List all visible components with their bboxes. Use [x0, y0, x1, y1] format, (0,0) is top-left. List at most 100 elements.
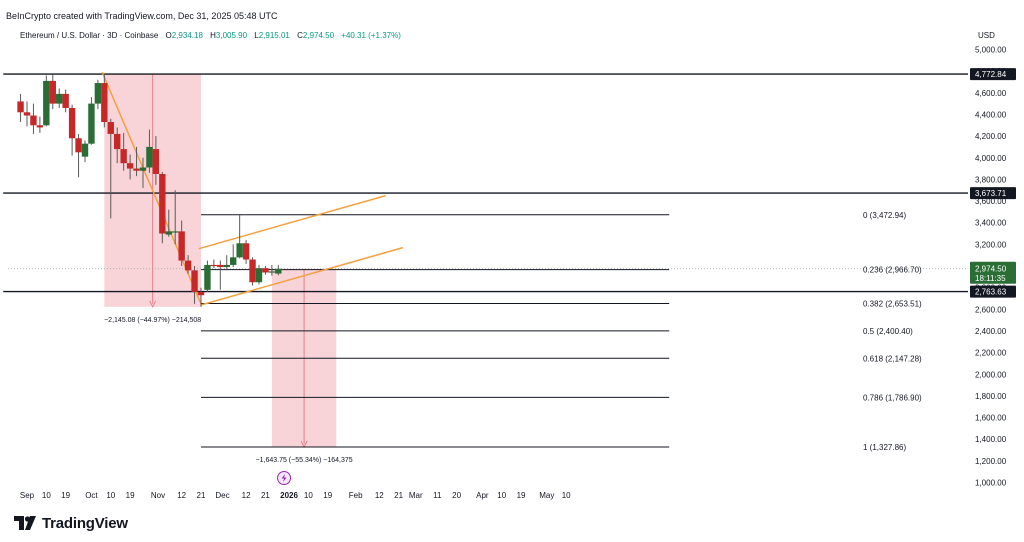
x-tick-label: Sep: [20, 491, 35, 500]
candle-body: [197, 291, 205, 296]
fib-level-label: 0.786 (1,786.90): [863, 393, 922, 402]
trend-line: [101, 71, 202, 305]
ohlc-close-value: 2,974.50: [302, 31, 335, 40]
y-tick-label: 2,400.00: [975, 327, 1007, 336]
y-tick-label: 1,200.00: [975, 457, 1007, 466]
x-tick-label: 10: [562, 491, 571, 500]
currency-label: USD: [978, 31, 995, 40]
x-tick-label: 19: [126, 491, 135, 500]
ohlc-low-key: L: [254, 31, 259, 40]
candle-body: [262, 268, 269, 273]
y-tick-label: 4,600.00: [975, 89, 1007, 98]
candle-body: [223, 264, 230, 268]
symbol-name[interactable]: Ethereum / U.S. Dollar · 3D · Coinbase: [20, 31, 159, 40]
candle-body: [159, 173, 166, 234]
level-price-tag: [970, 68, 1016, 81]
x-tick-label: 10: [106, 491, 115, 500]
x-tick-label: May: [539, 491, 554, 500]
measure-arrow-head: [149, 300, 157, 308]
fib-level-label: 0.382 (2,653.51): [863, 300, 922, 309]
fib-level-label: 0.5 (2,400.40): [863, 327, 913, 336]
ohlc-change-value: +40.31 (+1.37%): [341, 31, 401, 40]
candle-body: [107, 122, 114, 134]
candle-body: [133, 168, 140, 171]
y-tick-label: 1,800.00: [975, 392, 1007, 401]
candle-body: [23, 112, 31, 116]
x-tick-label: 19: [323, 491, 332, 500]
fib-level-label: 0.236 (2,966.70): [863, 266, 922, 275]
candle-body: [178, 231, 185, 261]
y-tick-label: 4,000.00: [975, 154, 1007, 163]
candle-body: [114, 133, 121, 150]
x-tick-label: 21: [394, 491, 403, 500]
y-tick-label: 1,000.00: [975, 479, 1007, 488]
x-tick-label: Mar: [409, 491, 423, 500]
x-tick-label: 12: [375, 491, 384, 500]
candle-body: [191, 270, 198, 292]
x-tick-label: 20: [452, 491, 461, 500]
candle-body: [255, 268, 263, 283]
x-tick-label: 10: [497, 491, 506, 500]
x-tick-label: 11: [433, 491, 442, 500]
x-tick-label: 21: [261, 491, 270, 500]
candle-body: [184, 260, 192, 271]
y-tick-label: 1,600.00: [975, 414, 1007, 423]
current-price-tag-label: 2,974.50: [975, 264, 1007, 273]
fib-level-label: 0.618 (2,147.28): [863, 354, 922, 363]
y-tick-label: 5,000.00: [975, 46, 1007, 55]
ohlc-close-key: C: [297, 31, 303, 40]
x-tick-label: 19: [517, 491, 526, 500]
x-tick-label: Oct: [85, 491, 98, 500]
ohlc-low-value: 2,915.01: [258, 31, 290, 40]
candle-body: [172, 231, 179, 233]
y-tick-label: 2,000.00: [975, 370, 1007, 379]
candle-body: [56, 93, 63, 104]
candle-body: [146, 146, 153, 168]
candle-body: [217, 264, 224, 268]
level-price-tag: [970, 187, 1016, 200]
y-tick-label: 3,600.00: [975, 197, 1007, 206]
y-tick-label: 3,200.00: [975, 240, 1007, 249]
fib-level-label: 0 (3,472.94): [863, 211, 906, 220]
x-tick-label: Dec: [215, 491, 229, 500]
symbol-legend: Ethereum / U.S. Dollar · 3D · Coinbase O…: [20, 31, 401, 40]
x-tick-label: 12: [177, 491, 186, 500]
current-price-tag: [970, 261, 1016, 284]
chart-header: BeInCrypto created with TradingView.com,…: [6, 0, 1016, 44]
x-tick-label: Nov: [151, 491, 165, 500]
candle-body: [81, 143, 89, 157]
x-tick-label: 2026: [280, 491, 298, 500]
x-tick-label: Apr: [476, 491, 489, 500]
ohlc-high-key: H: [210, 31, 216, 40]
candle-body: [242, 243, 250, 260]
y-tick-label: 3,400.00: [975, 219, 1007, 228]
measure-label: −1,643.75 (−55.34%) −164,375: [256, 457, 353, 464]
level-price-tag-label: 2,763.63: [975, 288, 1007, 297]
current-price-countdown: 18:11:35: [975, 274, 1006, 283]
x-tick-label: Feb: [349, 491, 363, 500]
tradingview-logo-icon: [14, 516, 36, 530]
candle-body: [49, 80, 56, 104]
y-tick-label: 1,400.00: [975, 435, 1007, 444]
candle-body: [249, 259, 256, 283]
candle-body: [75, 138, 82, 153]
candle-body: [275, 268, 282, 274]
candle-body: [204, 264, 211, 290]
x-tick-label: 21: [197, 491, 206, 500]
candle-body: [88, 103, 95, 144]
measure-label: −2,145.08 (−44.97%) −214,508: [104, 317, 201, 324]
candle-body: [94, 83, 102, 104]
y-tick-label: 2,200.00: [975, 349, 1007, 358]
candle-body: [210, 264, 218, 267]
x-tick-label: 10: [42, 491, 51, 500]
candle-body: [236, 243, 243, 258]
y-tick-label: 4,200.00: [975, 132, 1007, 141]
candle-body: [126, 163, 134, 169]
candle-body: [36, 125, 44, 128]
tradingview-brand: TradingView: [14, 512, 128, 534]
candle-body: [230, 257, 237, 265]
candle-body: [165, 231, 172, 235]
lightning-icon: [281, 474, 287, 482]
candle-body: [17, 101, 24, 113]
